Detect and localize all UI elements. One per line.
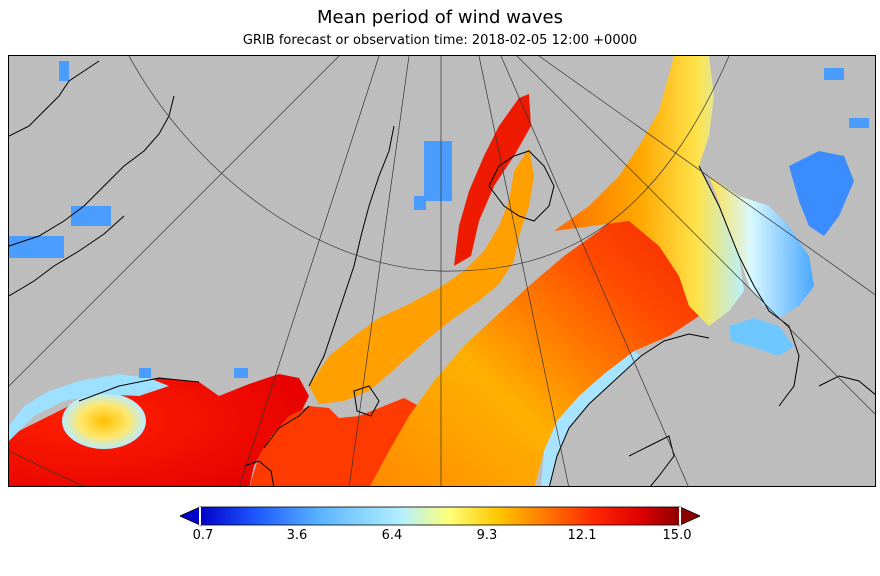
colorbar-gradient — [199, 506, 681, 526]
graticule — [9, 56, 875, 486]
map-title: Mean period of wind waves — [316, 7, 564, 28]
colorbar-tick-label: 6.4 — [381, 528, 403, 543]
forecast-time-subtitle: GRIB forecast or observation time: 2018-… — [242, 33, 638, 48]
colorbar-tick-label: 12.1 — [567, 528, 597, 543]
wave-period-map[interactable] — [8, 55, 876, 487]
colorbar-max-arrow — [679, 506, 700, 526]
colorbar-tick-label: 0.7 — [192, 528, 214, 543]
barents-sea-wave-field — [554, 56, 744, 326]
coastlines — [9, 60, 875, 486]
ice-edge-specks — [9, 61, 869, 378]
colorbar-min-arrow — [180, 506, 201, 526]
kara-sea-wave-field — [709, 176, 814, 318]
sea-ice-gap — [404, 236, 549, 398]
colorbar-tick-label: 3.6 — [286, 528, 308, 543]
colorbar-tick-label: 15.0 — [662, 528, 692, 543]
color-scale-bar — [180, 506, 700, 526]
kara-sea-blue-patch — [789, 151, 854, 236]
iceland-sea-patch — [62, 393, 146, 449]
norwegian-sea-wave-field — [370, 181, 709, 486]
norway-coastal-band — [541, 351, 641, 486]
map-canvas — [9, 56, 875, 486]
colorbar-tick-label: 9.3 — [476, 528, 498, 543]
coastal-band-iceland — [9, 374, 169, 441]
greenland-sea-wave-field — [309, 148, 534, 404]
barents-south-blue — [729, 318, 794, 356]
